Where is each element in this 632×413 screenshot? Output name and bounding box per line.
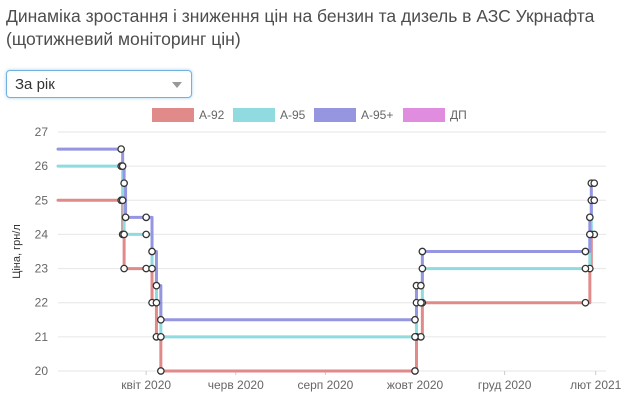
series-line-0: [56, 198, 596, 373]
data-point: [156, 333, 165, 341]
data-point: [590, 179, 599, 188]
data-point: [590, 196, 599, 205]
data-point: [585, 230, 594, 239]
legend-swatch-2: [314, 108, 356, 122]
legend-label-2: А-95+: [361, 108, 393, 122]
data-point: [148, 247, 156, 256]
x-tick-label: жовт 2020: [387, 378, 444, 392]
chevron-down-icon: [172, 82, 182, 88]
data-point: [581, 264, 590, 273]
y-tick-label: 20: [35, 364, 49, 378]
data-point: [152, 281, 161, 290]
legend-swatch-0: [152, 108, 194, 122]
data-point: [120, 179, 128, 188]
y-tick-label: 26: [35, 159, 49, 173]
period-select-value: За рік: [15, 76, 55, 93]
x-tick-label: лют 2021: [570, 378, 622, 392]
legend-label-1: А-95: [280, 108, 306, 122]
data-point: [417, 281, 425, 290]
y-tick-label: 22: [35, 296, 49, 310]
data-point: [121, 213, 130, 222]
y-tick-label: 25: [35, 193, 49, 207]
data-point: [120, 230, 128, 239]
legend-swatch-1: [233, 108, 275, 122]
data-point: [118, 196, 127, 205]
x-tick-label: серп 2020: [297, 378, 353, 392]
legend-label-0: А-92: [199, 108, 225, 122]
y-axis-label: Ціна, грн/л: [11, 224, 23, 279]
x-tick-label: груд 2020: [478, 378, 532, 392]
data-point: [156, 367, 165, 375]
legend-label-3: ДП: [450, 108, 467, 122]
data-point: [581, 298, 590, 307]
y-tick-label: 23: [35, 262, 49, 276]
data-point: [117, 145, 126, 153]
legend-swatch-3: [403, 108, 445, 122]
x-tick-label: черв 2020: [208, 378, 264, 392]
period-select[interactable]: За рік: [6, 70, 192, 98]
data-point: [411, 315, 419, 324]
y-tick-label: 21: [35, 330, 49, 344]
chart-title: Динаміка зростання і зниження цін на бен…: [6, 6, 595, 49]
data-point: [585, 213, 594, 222]
data-point: [148, 264, 156, 273]
data-point: [120, 264, 128, 273]
data-point: [118, 162, 127, 170]
y-tick-label: 24: [35, 227, 49, 241]
data-point: [417, 298, 425, 307]
data-point: [418, 247, 427, 256]
data-point: [156, 315, 165, 324]
data-point: [152, 298, 161, 307]
data-point: [142, 230, 151, 239]
data-point: [418, 264, 427, 273]
x-tick-label: квіт 2020: [121, 378, 171, 392]
y-tick-label: 27: [35, 125, 49, 139]
data-point: [581, 247, 590, 256]
data-point: [411, 333, 419, 341]
data-point: [411, 367, 419, 375]
data-point: [142, 213, 151, 222]
